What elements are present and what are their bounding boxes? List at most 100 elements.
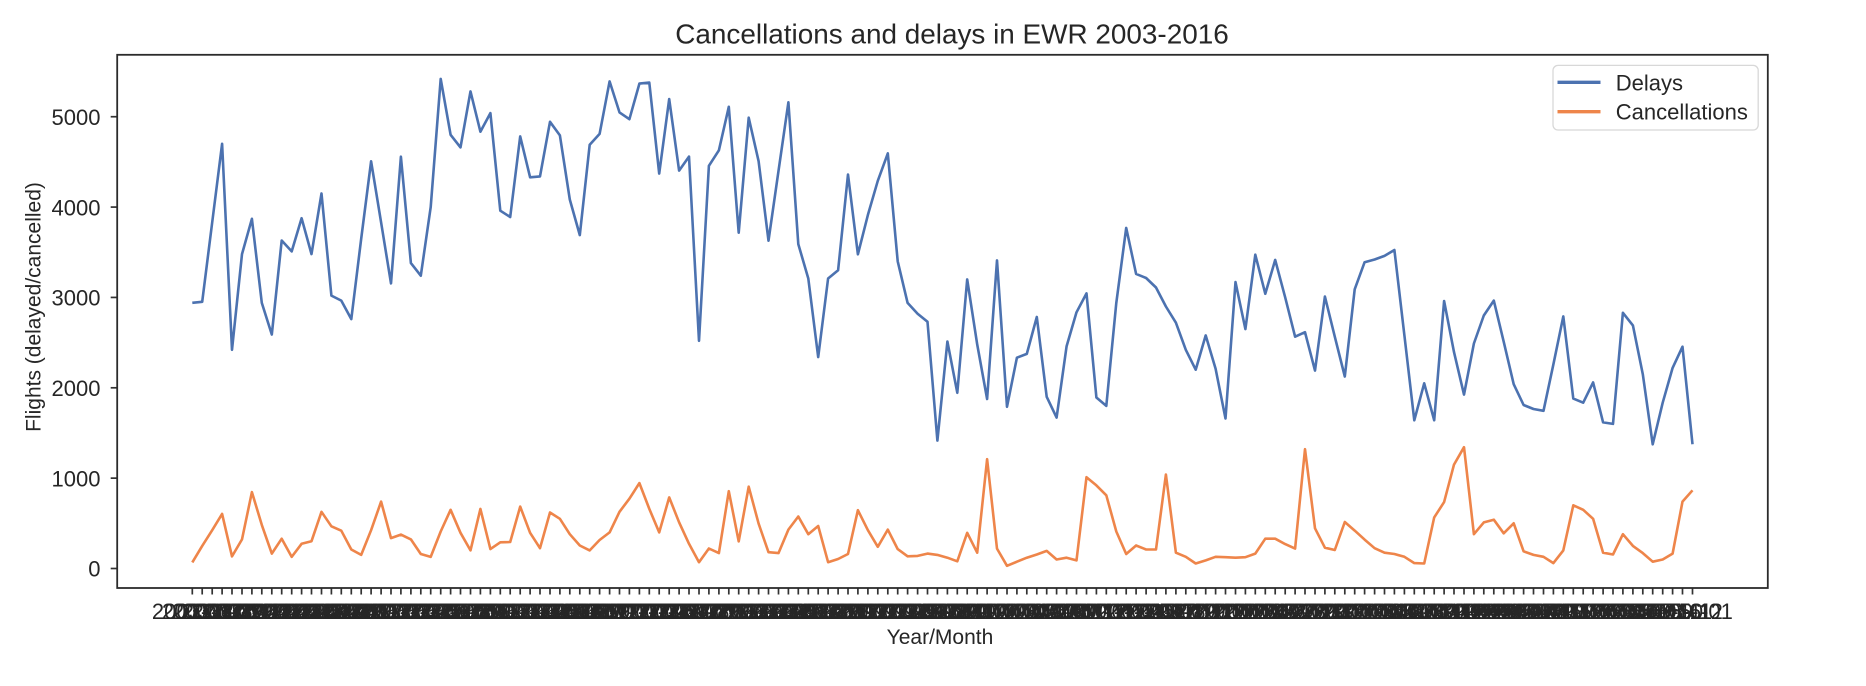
svg-text:2008-08: 2008-08 (768, 599, 849, 624)
svg-text:2006-02: 2006-02 (470, 599, 551, 624)
svg-text:2004-11: 2004-11 (322, 599, 401, 624)
svg-text:2007-09: 2007-09 (659, 599, 740, 624)
svg-text:2008-09: 2008-09 (778, 599, 859, 624)
svg-text:2008-07: 2008-07 (758, 599, 839, 624)
svg-text:2008-01: 2008-01 (698, 599, 779, 624)
svg-text:2005-07: 2005-07 (400, 599, 481, 624)
svg-text:2014-04: 2014-04 (1443, 599, 1524, 624)
svg-text:2004-09: 2004-09 (301, 599, 382, 624)
svg-text:2005-03: 2005-03 (361, 599, 442, 624)
svg-text:2004-04: 2004-04 (251, 599, 332, 624)
svg-text:2007-02: 2007-02 (589, 599, 670, 624)
svg-text:2012-09: 2012-09 (1255, 599, 1336, 624)
svg-text:2005-10: 2005-10 (430, 599, 511, 624)
svg-text:2003-09: 2003-09 (182, 599, 263, 624)
svg-text:2012-01: 2012-01 (1175, 599, 1256, 624)
svg-text:2011-08: 2011-08 (1126, 599, 1205, 624)
svg-text:2007-05: 2007-05 (619, 599, 700, 624)
svg-text:2006-08: 2006-08 (529, 599, 610, 624)
svg-text:2015-07: 2015-07 (1593, 599, 1674, 624)
svg-text:2006-04: 2006-04 (490, 599, 571, 624)
svg-text:2006-11: 2006-11 (560, 599, 639, 624)
svg-text:2007-11: 2007-11 (679, 599, 758, 624)
svg-text:2014-07: 2014-07 (1473, 599, 1554, 624)
svg-text:Flights (delayed/cancelled): Flights (delayed/cancelled) (23, 182, 46, 432)
svg-text:2009-08: 2009-08 (887, 599, 968, 624)
svg-text:2005-02: 2005-02 (351, 599, 432, 624)
svg-text:2007-07: 2007-07 (639, 599, 720, 624)
svg-text:2004-02: 2004-02 (231, 599, 312, 624)
svg-text:2013-06: 2013-06 (1344, 599, 1425, 624)
svg-text:2013-01: 2013-01 (1294, 599, 1375, 624)
svg-text:2006-06: 2006-06 (510, 599, 591, 624)
svg-text:2011-11: 2011-11 (1157, 599, 1234, 624)
svg-text:2013-09: 2013-09 (1374, 599, 1455, 624)
svg-text:2013-11: 2013-11 (1395, 599, 1474, 624)
svg-text:2015-09: 2015-09 (1612, 599, 1693, 624)
svg-text:2013-05: 2013-05 (1334, 599, 1415, 624)
svg-text:2015-01: 2015-01 (1533, 599, 1614, 624)
svg-text:2006-05: 2006-05 (500, 599, 581, 624)
svg-text:2005-08: 2005-08 (410, 599, 491, 624)
svg-text:2003-06: 2003-06 (152, 599, 233, 624)
svg-text:2011-05: 2011-05 (1097, 599, 1176, 624)
svg-text:2010-01: 2010-01 (937, 599, 1018, 624)
svg-text:2010-09: 2010-09 (1016, 599, 1097, 624)
svg-text:2010-02: 2010-02 (947, 599, 1028, 624)
svg-text:2014-06: 2014-06 (1463, 599, 1544, 624)
svg-text:2010-12: 2010-12 (1046, 599, 1127, 624)
svg-text:2008-12: 2008-12 (808, 599, 889, 624)
svg-text:2012-02: 2012-02 (1185, 599, 1266, 624)
svg-text:2012-10: 2012-10 (1265, 599, 1346, 624)
svg-text:Cancellations and delays in EW: Cancellations and delays in EWR 2003-201… (675, 19, 1229, 50)
svg-text:1000: 1000 (52, 466, 101, 491)
svg-text:2004-01: 2004-01 (221, 599, 302, 624)
svg-text:2005-11: 2005-11 (441, 599, 520, 624)
svg-text:2011-12: 2011-12 (1166, 599, 1245, 624)
svg-text:2009-12: 2009-12 (927, 599, 1008, 624)
svg-text:2007-01: 2007-01 (579, 599, 660, 624)
svg-text:2006-03: 2006-03 (480, 599, 561, 624)
svg-text:2006-12: 2006-12 (569, 599, 650, 624)
svg-text:2016-01: 2016-01 (1652, 599, 1733, 624)
svg-text:2005-05: 2005-05 (380, 599, 461, 624)
svg-text:2004-08: 2004-08 (291, 599, 372, 624)
svg-text:2004-07: 2004-07 (281, 599, 362, 624)
svg-text:2004-12: 2004-12 (331, 599, 412, 624)
svg-text:2005-04: 2005-04 (371, 599, 452, 624)
svg-text:2011-10: 2011-10 (1146, 599, 1225, 624)
svg-text:2006-07: 2006-07 (520, 599, 601, 624)
svg-text:2008-04: 2008-04 (728, 599, 809, 624)
svg-text:2015-08: 2015-08 (1602, 599, 1683, 624)
svg-text:2015-12: 2015-12 (1642, 599, 1723, 624)
svg-text:2012-11: 2012-11 (1275, 599, 1354, 624)
svg-text:2015-02: 2015-02 (1543, 599, 1624, 624)
svg-text:2010-08: 2010-08 (1006, 599, 1087, 624)
svg-text:2013-08: 2013-08 (1364, 599, 1445, 624)
svg-text:0: 0 (88, 557, 100, 582)
svg-text:2010-10: 2010-10 (1026, 599, 1107, 624)
svg-text:5000: 5000 (52, 105, 101, 130)
svg-text:2012-05: 2012-05 (1215, 599, 1296, 624)
svg-text:2014-01: 2014-01 (1414, 599, 1495, 624)
svg-text:2015-10: 2015-10 (1622, 599, 1703, 624)
svg-text:2015-04: 2015-04 (1563, 599, 1644, 624)
svg-text:2007-10: 2007-10 (669, 599, 750, 624)
svg-text:2009-11: 2009-11 (918, 599, 997, 624)
svg-text:2004-05: 2004-05 (261, 599, 342, 624)
svg-text:2015-03: 2015-03 (1553, 599, 1634, 624)
svg-text:2013-10: 2013-10 (1384, 599, 1465, 624)
svg-text:2014-03: 2014-03 (1434, 599, 1515, 624)
svg-text:2003-11: 2003-11 (202, 599, 281, 624)
svg-text:Delays: Delays (1616, 70, 1683, 95)
svg-text:2012-03: 2012-03 (1195, 599, 1276, 624)
svg-text:2011-04: 2011-04 (1087, 599, 1166, 624)
svg-text:2009-02: 2009-02 (828, 599, 909, 624)
svg-text:2014-10: 2014-10 (1503, 599, 1584, 624)
svg-text:2014-02: 2014-02 (1424, 599, 1505, 624)
svg-text:2005-01: 2005-01 (341, 599, 422, 624)
svg-text:2008-11: 2008-11 (799, 599, 878, 624)
svg-text:2009-04: 2009-04 (847, 599, 928, 624)
svg-text:2010-07: 2010-07 (996, 599, 1077, 624)
svg-text:2010-11: 2010-11 (1037, 599, 1116, 624)
